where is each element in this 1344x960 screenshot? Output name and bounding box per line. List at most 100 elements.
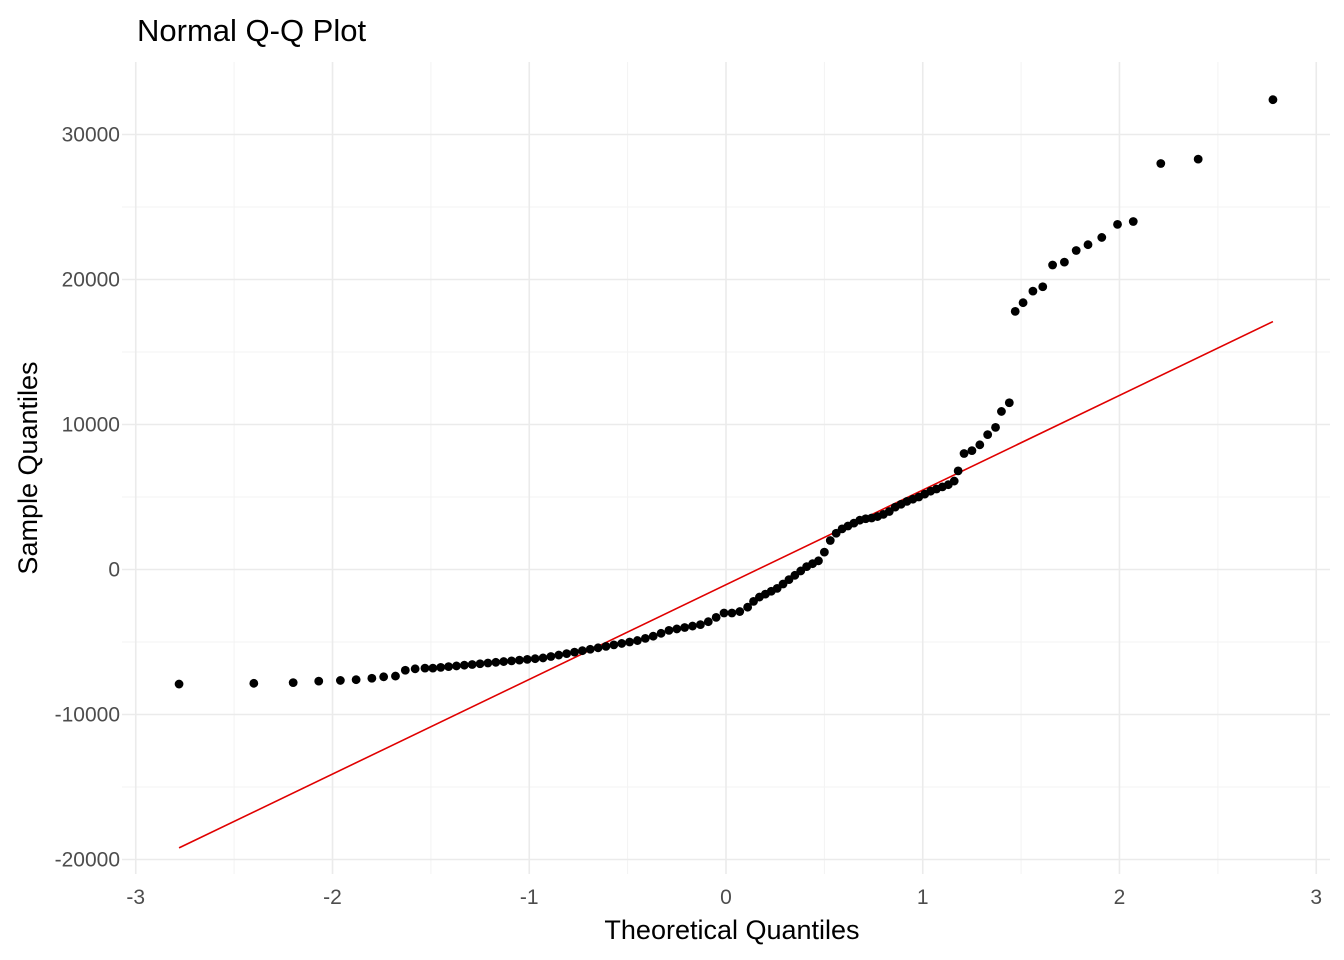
- data-point: [625, 637, 634, 647]
- x-tick-label: 0: [720, 886, 732, 909]
- data-point: [1028, 286, 1038, 296]
- data-point: [467, 660, 477, 669]
- data-point: [1038, 282, 1048, 292]
- data-point: [410, 664, 420, 674]
- data-point: [483, 658, 493, 668]
- data-point: [577, 646, 587, 656]
- data-point: [967, 446, 977, 455]
- data-point: [249, 678, 259, 688]
- data-point: [400, 665, 410, 675]
- chart-title: Normal Q-Q Plot: [137, 13, 366, 48]
- data-point: [648, 631, 658, 641]
- data-point: [991, 423, 1000, 432]
- data-point: [391, 671, 400, 681]
- data-point: [719, 608, 729, 618]
- data-point: [656, 628, 666, 638]
- data-point: [1059, 257, 1069, 267]
- data-point: [959, 449, 969, 458]
- data-point: [727, 608, 737, 618]
- data-point: [997, 407, 1006, 416]
- data-point: [1097, 233, 1107, 242]
- data-point: [975, 440, 985, 450]
- data-point: [688, 621, 697, 631]
- data-point: [522, 655, 532, 664]
- data-point: [562, 649, 572, 658]
- data-point: [585, 644, 595, 654]
- y-tick-label: 30000: [62, 124, 120, 147]
- data-point: [949, 476, 959, 486]
- data-point: [459, 660, 469, 670]
- data-point: [1010, 307, 1020, 316]
- data-point: [1004, 398, 1014, 408]
- data-point: [288, 678, 298, 687]
- x-tick-label: 3: [1310, 886, 1322, 909]
- y-tick-label: 20000: [62, 269, 120, 292]
- data-point: [825, 536, 835, 545]
- data-point: [680, 623, 690, 632]
- data-point: [546, 652, 556, 661]
- data-point: [499, 657, 509, 666]
- data-point: [379, 672, 389, 682]
- data-point: [538, 653, 548, 663]
- data-point: [335, 676, 345, 685]
- data-point: [1048, 260, 1057, 270]
- data-point: [664, 626, 674, 635]
- x-tick-label: 2: [1114, 886, 1126, 909]
- data-point: [703, 617, 713, 627]
- data-point: [444, 662, 453, 672]
- x-tick-label: 1: [917, 886, 929, 909]
- data-point: [640, 633, 650, 643]
- data-point: [1193, 154, 1203, 164]
- data-point: [1113, 220, 1122, 229]
- data-point: [609, 640, 619, 650]
- data-point: [953, 466, 963, 476]
- data-point: [530, 654, 540, 664]
- data-point: [633, 636, 642, 645]
- data-point: [491, 657, 501, 667]
- reference-line: [178, 320, 1274, 849]
- data-point: [1018, 298, 1028, 308]
- data-point: [711, 612, 721, 622]
- data-point: [1156, 159, 1166, 168]
- data-point: [428, 663, 438, 673]
- data-point: [617, 639, 627, 648]
- data-point: [743, 602, 753, 612]
- x-tick-label: -1: [520, 886, 539, 909]
- data-point: [1268, 95, 1278, 105]
- x-tick-label: -2: [323, 886, 342, 909]
- y-tick-labels: -20000 -10000 0 10000 20000 30000: [55, 124, 120, 872]
- data-point: [983, 430, 993, 440]
- x-axis-title: Theoretical Quantiles: [604, 915, 859, 945]
- y-axis-title: Sample Quantiles: [13, 361, 43, 574]
- data-point: [367, 673, 377, 683]
- data-point: [735, 607, 745, 616]
- x-tick-labels: -3 -2 -1 0 1 2 3: [126, 886, 1322, 909]
- data-points: [174, 95, 1278, 689]
- data-point: [1071, 246, 1081, 255]
- data-point: [475, 659, 485, 669]
- data-point: [314, 676, 324, 686]
- y-tick-label: 0: [108, 559, 120, 582]
- y-tick-label: -10000: [55, 704, 120, 727]
- data-point: [351, 675, 361, 685]
- data-point: [452, 661, 461, 671]
- data-point: [672, 624, 682, 634]
- data-point: [1083, 240, 1093, 250]
- y-tick-label: 10000: [62, 414, 120, 437]
- data-point: [593, 643, 603, 653]
- data-point: [554, 650, 564, 660]
- data-point: [174, 679, 184, 689]
- data-point: [696, 620, 705, 629]
- data-point: [420, 663, 430, 673]
- y-tick-label: -20000: [55, 849, 120, 872]
- data-point: [1128, 217, 1138, 226]
- data-point: [819, 547, 829, 557]
- data-point: [570, 647, 579, 657]
- grid-lines: [122, 62, 1330, 874]
- data-point: [507, 656, 516, 666]
- data-point: [515, 655, 524, 665]
- x-tick-label: -3: [126, 886, 145, 909]
- data-point: [814, 556, 823, 566]
- data-point: [601, 641, 611, 651]
